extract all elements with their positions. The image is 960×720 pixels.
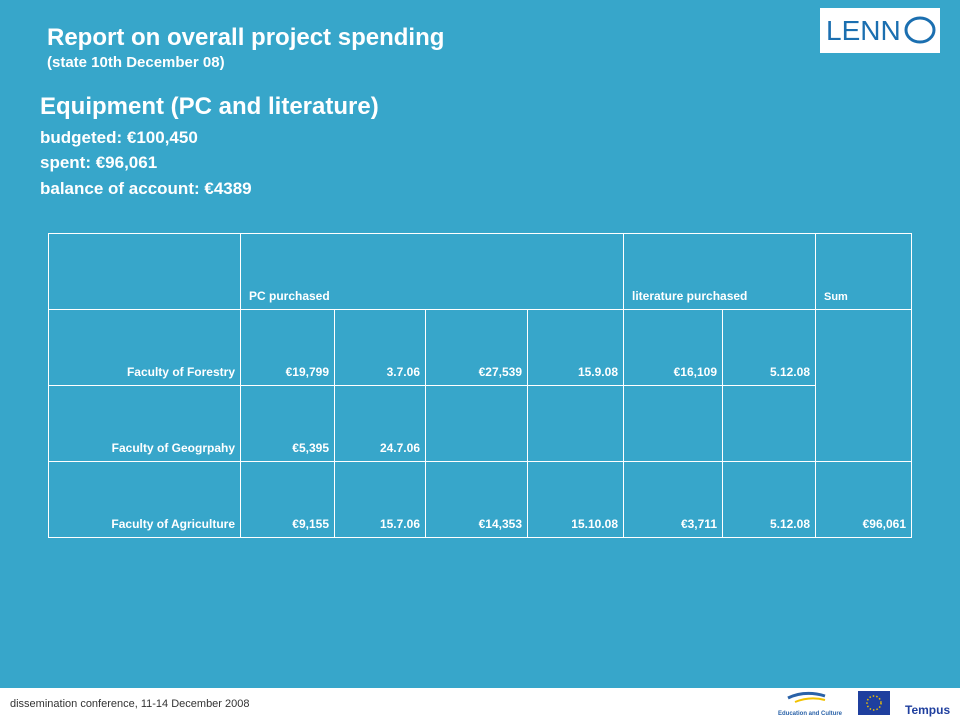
logo-caption: Tempus xyxy=(905,703,950,717)
title: Report on overall project spending xyxy=(47,24,445,51)
cell: €27,539 xyxy=(425,309,528,386)
cell: 15.10.08 xyxy=(527,461,624,538)
spending-table: PC purchased literature purchased Sum Fa… xyxy=(48,233,912,538)
cell xyxy=(815,309,912,462)
heading: Equipment (PC and literature) xyxy=(40,93,379,120)
footer-text: dissemination conference, 11-14 December… xyxy=(10,698,250,710)
cell xyxy=(48,233,241,310)
footer: dissemination conference, 11-14 December… xyxy=(0,688,960,720)
logo-text: LENN xyxy=(826,15,901,46)
cell: €96,061 xyxy=(815,461,912,538)
column-header: literature purchased xyxy=(623,233,816,310)
cell: €9,155 xyxy=(240,461,335,538)
budget-line: budgeted: €100,450 xyxy=(40,128,198,147)
row-label: Faculty of Forestry xyxy=(48,309,241,386)
lenn-logo: LENN xyxy=(820,8,940,53)
column-header: PC purchased xyxy=(240,233,624,310)
subtitle: (state 10th December 08) xyxy=(47,54,225,71)
cell: €3,711 xyxy=(623,461,723,538)
cell xyxy=(425,385,528,462)
cell xyxy=(623,385,723,462)
cell: 5.12.08 xyxy=(722,309,816,386)
cell: 15.9.08 xyxy=(527,309,624,386)
cell: 15.7.06 xyxy=(334,461,426,538)
cell xyxy=(527,385,624,462)
budget-line: spent: €96,061 xyxy=(40,153,158,172)
cell: 5.12.08 xyxy=(722,461,816,538)
budget-line: balance of account: €4389 xyxy=(40,179,252,198)
cell: €14,353 xyxy=(425,461,528,538)
cell: €5,395 xyxy=(240,385,335,462)
cell: 3.7.06 xyxy=(334,309,426,386)
row-label: Faculty of Geogrpahy xyxy=(48,385,241,462)
footer-logos: Education and Culture Tempus xyxy=(778,691,950,717)
row-label: Faculty of Agriculture xyxy=(48,461,241,538)
cell: €16,109 xyxy=(623,309,723,386)
logo-caption: Education and Culture xyxy=(778,711,843,717)
column-header: Sum xyxy=(815,233,912,310)
cell: 24.7.06 xyxy=(334,385,426,462)
cell xyxy=(722,385,816,462)
cell: €19,799 xyxy=(240,309,335,386)
